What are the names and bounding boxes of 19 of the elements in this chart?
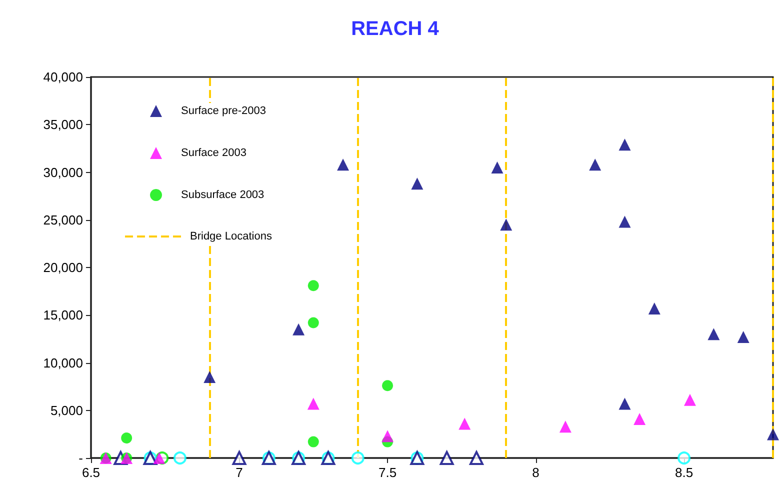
chart-title: REACH 4 <box>351 18 440 40</box>
y-tick-label: 30,000 <box>43 164 83 180</box>
y-tick-label: 40,000 <box>43 70 83 84</box>
legend-label: Surface 2003 <box>181 147 246 159</box>
legend-label: Subsurface 2003 <box>181 189 264 201</box>
y-tick-label: 5,000 <box>50 402 83 418</box>
x-tick-label: 8 <box>532 465 540 480</box>
legend-label: Surface pre-2003 <box>181 105 266 117</box>
y-tick-label: 20,000 <box>43 260 83 275</box>
x-tick-label: 8.5 <box>675 465 694 480</box>
x-tick-label: 6.5 <box>82 465 100 480</box>
y-tick-label: 10,000 <box>43 355 83 370</box>
ref-line-label: Bridge Locations <box>190 230 272 242</box>
x-tick-label: 7 <box>236 465 243 480</box>
y-tick-label: - <box>78 450 83 466</box>
y-tick-label: 25,000 <box>43 212 83 228</box>
y-tick-label: 35,000 <box>43 117 83 132</box>
x-tick-label: 7.5 <box>378 465 397 480</box>
y-tick-label: 15,000 <box>43 308 83 323</box>
